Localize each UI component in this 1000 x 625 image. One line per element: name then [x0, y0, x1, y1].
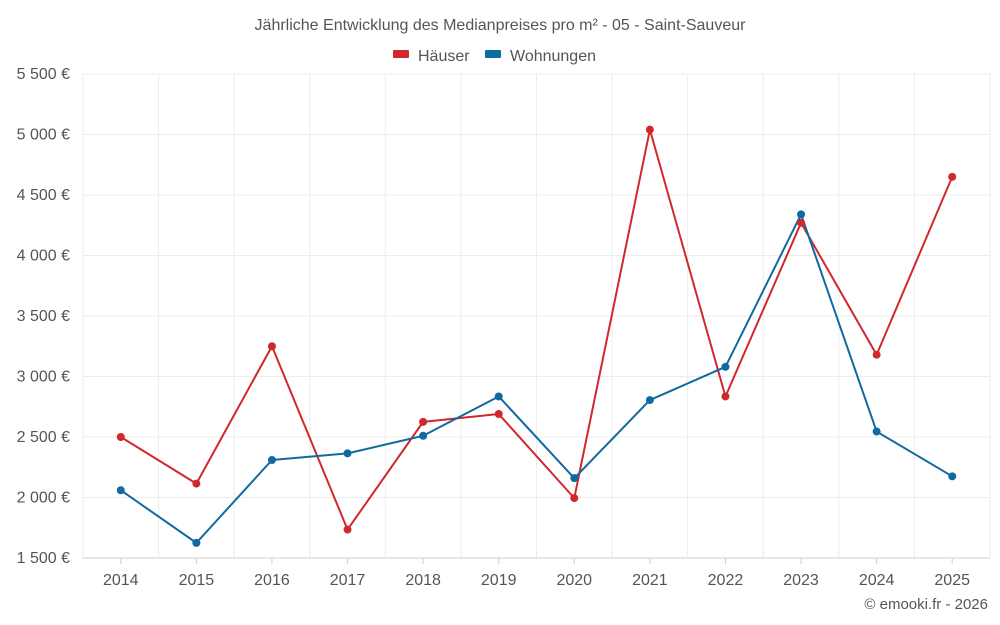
x-tick-label: 2025: [934, 572, 970, 589]
y-tick-label: 3 500 €: [17, 308, 70, 325]
y-tick-label: 4 500 €: [17, 187, 70, 204]
data-point-haeuser[interactable]: [721, 392, 730, 401]
legend-item-wohnungen[interactable]: Wohnungen: [485, 48, 596, 65]
legend: Häuser Wohnungen: [393, 48, 596, 65]
data-point-wohnungen[interactable]: [267, 455, 276, 464]
data-point-wohnungen[interactable]: [570, 474, 579, 483]
data-point-haeuser[interactable]: [267, 342, 276, 351]
x-tick-label: 2018: [405, 572, 441, 589]
chart-title: Jährliche Entwicklung des Medianpreises …: [255, 17, 747, 34]
x-tick-label: 2021: [632, 572, 668, 589]
data-point-wohnungen[interactable]: [343, 449, 352, 458]
y-tick-label: 3 000 €: [17, 369, 70, 386]
data-point-wohnungen[interactable]: [116, 486, 125, 495]
grid: [82, 73, 991, 558]
y-tick-label: 2 000 €: [17, 490, 70, 507]
x-tick-label: 2016: [254, 572, 290, 589]
data-point-wohnungen[interactable]: [494, 392, 503, 401]
data-point-haeuser[interactable]: [494, 410, 503, 419]
data-point-haeuser[interactable]: [645, 125, 654, 134]
data-point-haeuser[interactable]: [419, 417, 428, 426]
x-tick-label: 2020: [556, 572, 592, 589]
y-tick-label: 5 000 €: [17, 127, 70, 144]
series-line-haeuser: [120, 128, 954, 531]
legend-label-wohnungen: Wohnungen: [510, 48, 596, 65]
data-point-haeuser[interactable]: [192, 479, 201, 488]
data-point-haeuser[interactable]: [343, 525, 352, 534]
legend-item-haeuser[interactable]: Häuser: [393, 48, 470, 65]
data-point-wohnungen[interactable]: [645, 396, 654, 405]
data-point-haeuser[interactable]: [116, 433, 125, 441]
y-tick-label: 4 000 €: [17, 248, 70, 265]
data-point-wohnungen[interactable]: [419, 431, 428, 440]
legend-label-haeuser: Häuser: [418, 48, 470, 65]
x-tick-label: 2019: [481, 572, 517, 589]
x-tick-label: 2022: [708, 572, 744, 589]
data-point-wohnungen[interactable]: [192, 538, 201, 547]
x-tick-label: 2014: [103, 572, 139, 589]
y-tick-label: 1 500 €: [17, 550, 70, 567]
y-tick-label: 2 500 €: [17, 429, 70, 446]
axes: 1 500 € 2 000 € 2 500 € 3 000 € 3 500 € 4 000…: [17, 66, 990, 589]
series: [116, 125, 957, 547]
legend-swatch-haeuser: [393, 50, 409, 58]
series-line-wohnungen: [120, 213, 953, 544]
data-point-haeuser[interactable]: [948, 172, 957, 181]
data-point-haeuser[interactable]: [872, 350, 881, 359]
data-point-wohnungen[interactable]: [948, 472, 957, 481]
x-tick-label: 2024: [859, 572, 895, 589]
data-point-haeuser[interactable]: [797, 218, 806, 227]
legend-swatch-wohnungen: [485, 50, 501, 58]
data-point-haeuser[interactable]: [570, 494, 579, 503]
y-tick-label: 5 500 €: [17, 66, 70, 83]
data-point-wohnungen[interactable]: [721, 362, 730, 371]
credit-text: © emooki.fr - 2026: [864, 596, 988, 613]
data-point-wohnungen[interactable]: [797, 210, 806, 219]
data-point-wohnungen[interactable]: [872, 427, 881, 436]
x-tick-label: 2017: [330, 572, 366, 589]
x-tick-label: 2023: [783, 572, 819, 589]
x-tick-label: 2015: [179, 572, 215, 589]
